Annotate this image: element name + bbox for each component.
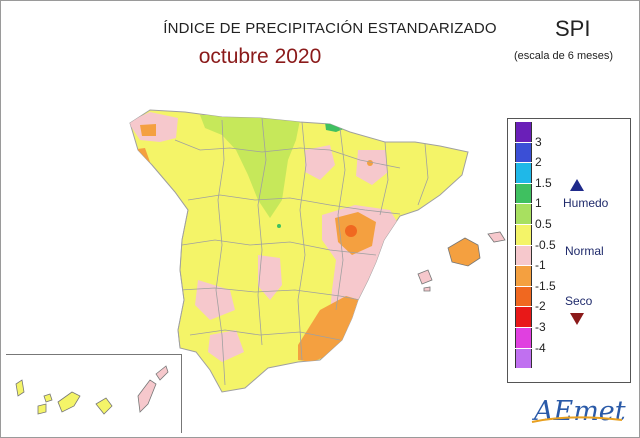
legend-tick-label: 1.5 bbox=[535, 175, 552, 190]
island-gran-canaria bbox=[95, 397, 113, 415]
region-dry-northeast bbox=[356, 150, 388, 185]
island-la-gomera bbox=[43, 393, 53, 403]
region-dry-north-central bbox=[305, 145, 335, 180]
region-wet-north bbox=[200, 115, 300, 218]
island-la-palma bbox=[15, 379, 25, 397]
island-ibiza bbox=[417, 269, 433, 285]
legend-tick-label: 1 bbox=[535, 196, 542, 211]
dry-arrow-icon bbox=[570, 313, 584, 325]
legend-tick-label: 0.5 bbox=[535, 217, 552, 231]
region-dry-center bbox=[258, 255, 282, 300]
legend-swatch bbox=[515, 163, 532, 183]
legend-tick-label: 2 bbox=[535, 155, 542, 170]
legend-swatch bbox=[515, 266, 532, 286]
region-wet-spot-center bbox=[277, 224, 281, 228]
island-tenerife bbox=[57, 391, 81, 413]
region-dry-south bbox=[208, 330, 244, 362]
dry-label: Seco bbox=[565, 294, 593, 308]
legend-swatch bbox=[515, 328, 532, 348]
legend-tick-label: -1.5 bbox=[535, 278, 556, 293]
legend-swatch bbox=[515, 286, 532, 307]
island-mallorca bbox=[447, 237, 481, 267]
legend-swatch bbox=[515, 142, 532, 163]
svg-text:AEmet: AEmet bbox=[531, 396, 626, 427]
legend-tick-label: -0.5 bbox=[535, 237, 556, 252]
legend-tick-label: -2 bbox=[535, 299, 546, 314]
normal-label: Normal bbox=[565, 244, 604, 258]
legend-tick-label: -1 bbox=[535, 258, 546, 273]
region-very-dry-southeast bbox=[298, 296, 360, 362]
index-scale: (escala de 6 meses) bbox=[514, 50, 614, 62]
map-title: ÍNDICE DE PRECIPITACIÓN ESTANDARIZADO bbox=[163, 20, 497, 37]
balearic-islands bbox=[417, 231, 506, 292]
legend-swatch bbox=[515, 122, 532, 142]
legend-tick-label: 3 bbox=[535, 134, 542, 149]
legend-swatch bbox=[515, 245, 532, 266]
canary-inset-frame bbox=[6, 354, 182, 433]
island-lanzarote bbox=[155, 365, 169, 381]
island-el-hierro bbox=[37, 403, 47, 415]
island-menorca bbox=[487, 231, 506, 243]
legend-tick-label: -3 bbox=[535, 320, 546, 334]
region-extreme-dry-core bbox=[345, 225, 357, 237]
legend-swatch bbox=[515, 225, 532, 245]
legend-swatch bbox=[515, 307, 532, 327]
region-dry-west bbox=[195, 280, 235, 320]
legend-swatch bbox=[515, 183, 532, 204]
region-very-dry-galicia bbox=[140, 124, 156, 136]
portugal-border bbox=[151, 164, 189, 349]
map-subtitle: octubre 2020 bbox=[198, 45, 322, 68]
aemet-logo: AEmet bbox=[531, 396, 626, 427]
canary-islands bbox=[15, 365, 169, 415]
island-fuerteventura bbox=[137, 379, 157, 413]
wet-label: Humedo bbox=[563, 196, 609, 210]
province-boundaries bbox=[174, 117, 429, 386]
legend-swatch bbox=[515, 348, 532, 369]
legend-tick-label: -4 bbox=[535, 340, 546, 355]
peninsula bbox=[129, 109, 469, 393]
region-dry-spot-northeast bbox=[367, 160, 373, 166]
wet-arrow-icon bbox=[570, 179, 584, 191]
island-formentera bbox=[423, 286, 431, 292]
legend-swatch bbox=[515, 204, 532, 224]
index-name: SPI bbox=[555, 16, 591, 41]
